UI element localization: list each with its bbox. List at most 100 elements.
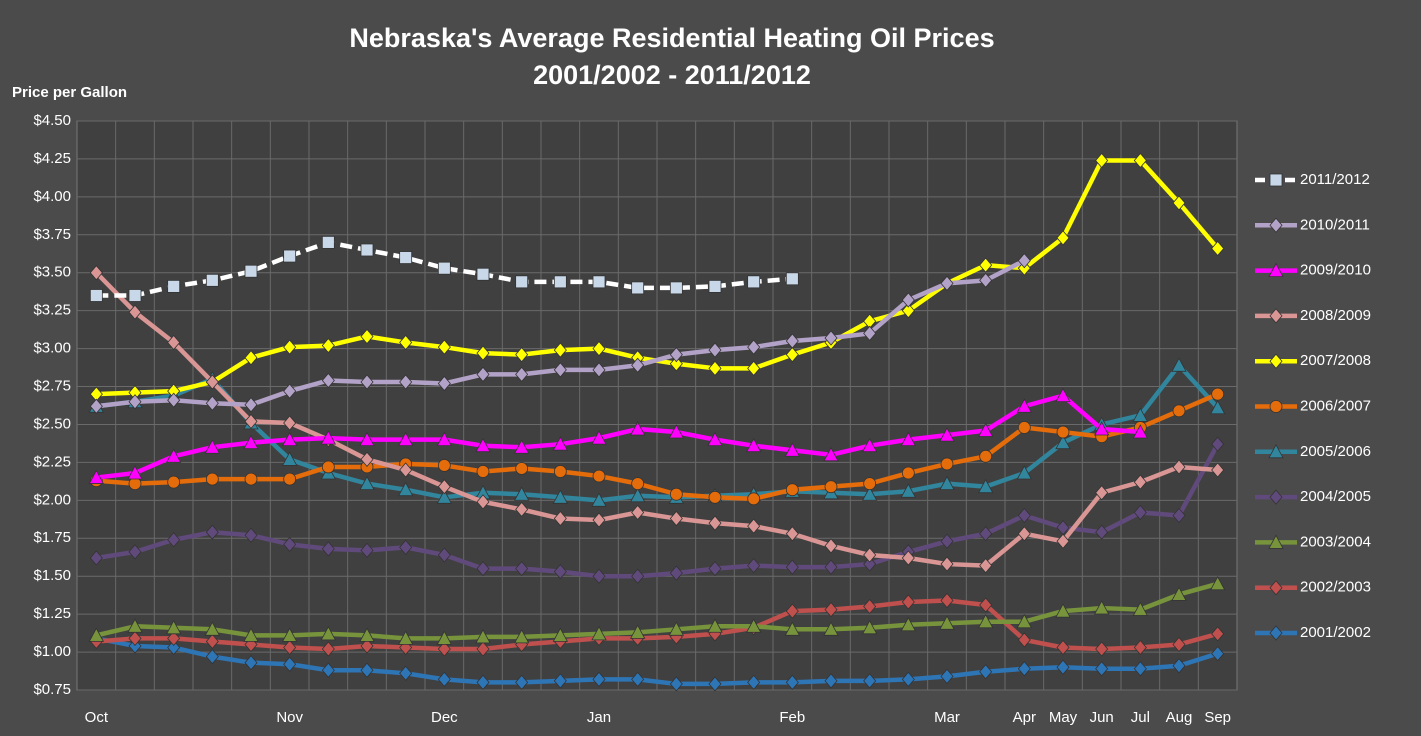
marker bbox=[977, 613, 994, 629]
series-line bbox=[95, 636, 1219, 687]
marker bbox=[631, 477, 645, 491]
marker bbox=[204, 621, 221, 636]
y-tick-label: $3.50 bbox=[33, 264, 71, 281]
marker bbox=[1095, 641, 1109, 657]
marker bbox=[399, 334, 413, 351]
marker bbox=[1210, 575, 1226, 591]
marker bbox=[244, 350, 258, 366]
marker bbox=[592, 275, 606, 289]
series-line bbox=[96, 392, 1219, 502]
legend-marker bbox=[1269, 400, 1283, 413]
marker bbox=[515, 560, 529, 577]
marker bbox=[475, 629, 491, 644]
marker bbox=[1055, 603, 1071, 618]
marker bbox=[321, 372, 335, 389]
marker bbox=[437, 261, 451, 275]
marker bbox=[515, 275, 529, 289]
marker bbox=[863, 556, 877, 572]
series-line bbox=[95, 581, 1219, 641]
marker bbox=[437, 479, 451, 495]
marker bbox=[1056, 230, 1070, 246]
marker bbox=[128, 394, 142, 410]
marker bbox=[747, 492, 761, 506]
marker bbox=[900, 483, 917, 498]
marker bbox=[863, 477, 877, 491]
marker bbox=[476, 674, 490, 691]
marker bbox=[747, 339, 761, 355]
marker bbox=[940, 275, 954, 291]
marker bbox=[1055, 434, 1071, 450]
marker bbox=[979, 597, 993, 613]
marker bbox=[437, 641, 451, 657]
marker bbox=[1016, 465, 1032, 480]
marker bbox=[747, 275, 761, 289]
marker bbox=[360, 243, 374, 257]
marker bbox=[476, 345, 490, 361]
marker bbox=[631, 671, 645, 687]
marker bbox=[475, 437, 491, 453]
legend-marker bbox=[1269, 580, 1283, 596]
y-tick-label: $3.00 bbox=[33, 340, 71, 357]
marker bbox=[128, 477, 142, 491]
marker bbox=[1095, 485, 1109, 501]
marker bbox=[708, 560, 722, 577]
marker bbox=[515, 462, 529, 475]
legend-label: 2002/2003 bbox=[1300, 579, 1371, 596]
legend-marker bbox=[1268, 534, 1284, 549]
marker bbox=[785, 272, 799, 286]
marker bbox=[1095, 661, 1109, 677]
marker bbox=[552, 436, 569, 451]
marker bbox=[745, 437, 762, 453]
marker bbox=[553, 275, 567, 289]
marker bbox=[128, 289, 142, 302]
marker bbox=[437, 547, 451, 563]
marker bbox=[823, 621, 839, 636]
x-tick-label: Apr bbox=[1013, 709, 1036, 726]
series-line bbox=[96, 363, 1220, 503]
marker bbox=[669, 281, 683, 295]
marker bbox=[437, 339, 451, 355]
marker bbox=[167, 279, 181, 293]
marker bbox=[785, 559, 799, 575]
marker bbox=[939, 615, 955, 630]
marker bbox=[939, 475, 955, 491]
x-tick-label: Jul bbox=[1131, 709, 1150, 726]
marker bbox=[89, 550, 103, 566]
marker bbox=[397, 431, 414, 447]
legend-marker bbox=[1269, 173, 1283, 187]
marker bbox=[1172, 404, 1186, 418]
marker bbox=[863, 547, 877, 563]
marker bbox=[283, 339, 297, 355]
marker bbox=[283, 536, 297, 552]
legend-label: 2004/2005 bbox=[1300, 488, 1371, 505]
marker bbox=[321, 541, 335, 557]
marker bbox=[359, 627, 375, 642]
marker bbox=[592, 362, 606, 378]
marker bbox=[708, 676, 722, 692]
y-tick-label: $2.50 bbox=[33, 415, 71, 432]
marker bbox=[515, 347, 529, 363]
marker bbox=[205, 649, 219, 665]
marker bbox=[861, 619, 878, 635]
chart-subtitle: 2001/2002 - 2011/2012 bbox=[533, 60, 811, 90]
marker bbox=[979, 257, 993, 273]
marker bbox=[244, 264, 258, 278]
marker bbox=[437, 671, 451, 687]
marker bbox=[89, 289, 103, 302]
marker bbox=[88, 627, 105, 642]
y-tick-label: $0.75 bbox=[33, 681, 71, 698]
marker bbox=[513, 439, 530, 454]
marker bbox=[669, 487, 683, 501]
marker bbox=[360, 328, 374, 345]
marker bbox=[1133, 152, 1147, 169]
marker bbox=[1172, 195, 1186, 211]
marker bbox=[785, 674, 799, 691]
marker bbox=[399, 539, 413, 555]
marker bbox=[629, 421, 646, 436]
marker bbox=[1133, 474, 1147, 490]
marker bbox=[708, 360, 722, 376]
legend-label: 2010/2011 bbox=[1300, 216, 1370, 233]
marker bbox=[1016, 613, 1032, 629]
marker bbox=[669, 356, 683, 372]
marker bbox=[399, 665, 413, 681]
